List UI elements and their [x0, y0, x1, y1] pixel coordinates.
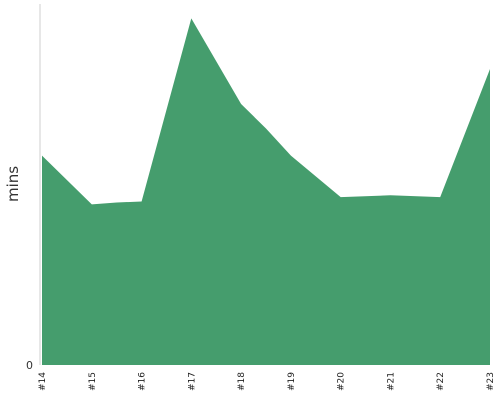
- x-tick-label: #14: [38, 372, 48, 391]
- x-tick-label: #21: [386, 372, 396, 391]
- series-area: [42, 18, 490, 366]
- plot-area: [42, 18, 490, 366]
- x-tick-label: #19: [287, 372, 297, 391]
- x-tick-label: #20: [337, 372, 347, 391]
- x-tick-label: #15: [88, 372, 98, 391]
- y-axis-label: mins: [4, 166, 22, 202]
- y-tick-label: 0: [26, 359, 33, 372]
- x-tick-label: #16: [138, 372, 148, 391]
- x-tick-labels: #14 #15 #16 #17 #18 #19 #20 #21 #22 #23: [38, 372, 496, 391]
- x-tick-label: #22: [436, 372, 446, 391]
- x-tick-label: #23: [486, 372, 496, 391]
- x-tick-label: #17: [187, 372, 197, 391]
- x-tick-label: #18: [237, 372, 247, 391]
